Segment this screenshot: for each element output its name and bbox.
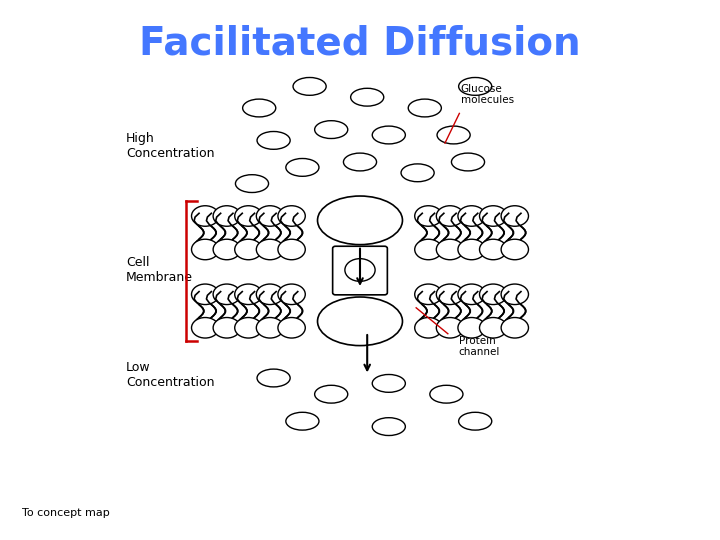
Circle shape [501,284,528,305]
Circle shape [192,284,219,305]
Ellipse shape [235,174,269,192]
Ellipse shape [257,369,290,387]
Circle shape [480,318,507,338]
Ellipse shape [243,99,276,117]
Circle shape [192,206,219,226]
Ellipse shape [437,126,470,144]
Circle shape [213,206,240,226]
Ellipse shape [459,77,492,96]
Circle shape [436,239,464,260]
Circle shape [278,318,305,338]
Ellipse shape [451,153,485,171]
Circle shape [345,259,375,281]
Ellipse shape [372,375,405,392]
Text: Facilitated Diffusion: Facilitated Diffusion [139,24,581,62]
Text: High
Concentration: High Concentration [126,132,215,160]
Circle shape [278,284,305,305]
Circle shape [436,284,464,305]
Circle shape [213,318,240,338]
Ellipse shape [315,386,348,403]
Circle shape [458,239,485,260]
Circle shape [235,239,262,260]
Circle shape [415,206,442,226]
Circle shape [458,206,485,226]
Circle shape [415,239,442,260]
Circle shape [501,239,528,260]
Circle shape [501,206,528,226]
Ellipse shape [351,88,384,106]
Circle shape [480,284,507,305]
Ellipse shape [430,386,463,403]
Ellipse shape [318,196,402,245]
Ellipse shape [401,164,434,181]
Circle shape [235,284,262,305]
Circle shape [213,239,240,260]
Ellipse shape [286,413,319,430]
Circle shape [415,284,442,305]
Circle shape [415,318,442,338]
Circle shape [235,318,262,338]
Circle shape [192,318,219,338]
Circle shape [192,239,219,260]
Circle shape [278,206,305,226]
Circle shape [436,206,464,226]
Ellipse shape [372,418,405,435]
Circle shape [256,206,284,226]
Circle shape [256,239,284,260]
Ellipse shape [293,77,326,96]
Ellipse shape [318,297,402,346]
Ellipse shape [372,126,405,144]
Text: To concept map: To concept map [22,508,109,518]
Circle shape [501,318,528,338]
Ellipse shape [286,159,319,177]
Ellipse shape [315,120,348,139]
Text: Protein
channel: Protein channel [459,336,500,357]
Text: Glucose
molecules: Glucose molecules [461,84,514,105]
Circle shape [480,206,507,226]
Circle shape [256,284,284,305]
Circle shape [235,206,262,226]
FancyBboxPatch shape [333,246,387,295]
Circle shape [458,284,485,305]
Ellipse shape [343,153,377,171]
Circle shape [480,239,507,260]
Circle shape [278,239,305,260]
Ellipse shape [408,99,441,117]
Text: Low
Concentration: Low Concentration [126,361,215,389]
Circle shape [436,318,464,338]
Ellipse shape [257,131,290,149]
Circle shape [256,318,284,338]
Circle shape [458,318,485,338]
Ellipse shape [459,413,492,430]
Text: Cell
Membrane: Cell Membrane [126,256,193,284]
Circle shape [213,284,240,305]
